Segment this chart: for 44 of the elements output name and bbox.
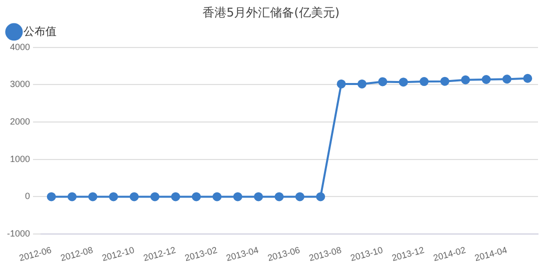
x-tick-label: 2013-10: [349, 244, 384, 264]
point: [88, 192, 98, 202]
x-tick-label: 2012-06: [18, 244, 53, 264]
point: [316, 192, 326, 202]
x-tick-label: 2013-12: [390, 244, 426, 264]
point: [171, 192, 180, 202]
x-tick-label: 2012-12: [142, 244, 177, 264]
point: [46, 192, 56, 202]
x-tick-label: 2013-08: [308, 244, 342, 264]
chart-title: 香港5月外汇储备(亿美元): [202, 5, 340, 20]
point: [254, 192, 263, 202]
point: [233, 192, 242, 202]
point: [274, 192, 284, 202]
point: [482, 75, 491, 84]
y-tick-label: 1000: [10, 154, 30, 164]
x-tick-label: 2012-10: [100, 244, 136, 264]
y-tick-label: 2000: [10, 116, 30, 127]
point: [108, 192, 118, 202]
y-tick-label: -1000: [6, 228, 30, 239]
point: [295, 192, 304, 202]
point: [336, 79, 346, 88]
point: [420, 77, 429, 86]
point: [357, 79, 366, 88]
point: [523, 74, 532, 83]
point: [440, 76, 450, 86]
y-tick-label: 0: [25, 191, 30, 202]
x-tick-label: 2013-02: [184, 244, 218, 264]
legend-label: 公布值: [24, 24, 56, 38]
y-tick-label: 3000: [10, 79, 30, 90]
point: [130, 192, 139, 202]
point: [398, 78, 408, 87]
y-tick-label: 4000: [10, 42, 30, 52]
x-tick-label: 2014-02: [432, 244, 467, 264]
point: [378, 77, 388, 86]
x-tick-label: 2013-04: [225, 244, 260, 264]
point: [461, 75, 470, 84]
point: [192, 192, 201, 202]
x-tick-label: 2014-04: [474, 244, 508, 264]
x-tick-label: 2012-08: [59, 244, 94, 264]
point: [150, 192, 160, 202]
point: [68, 192, 77, 202]
point: [212, 192, 222, 202]
x-tick-label: 2013-06: [266, 244, 302, 264]
point: [502, 74, 512, 84]
